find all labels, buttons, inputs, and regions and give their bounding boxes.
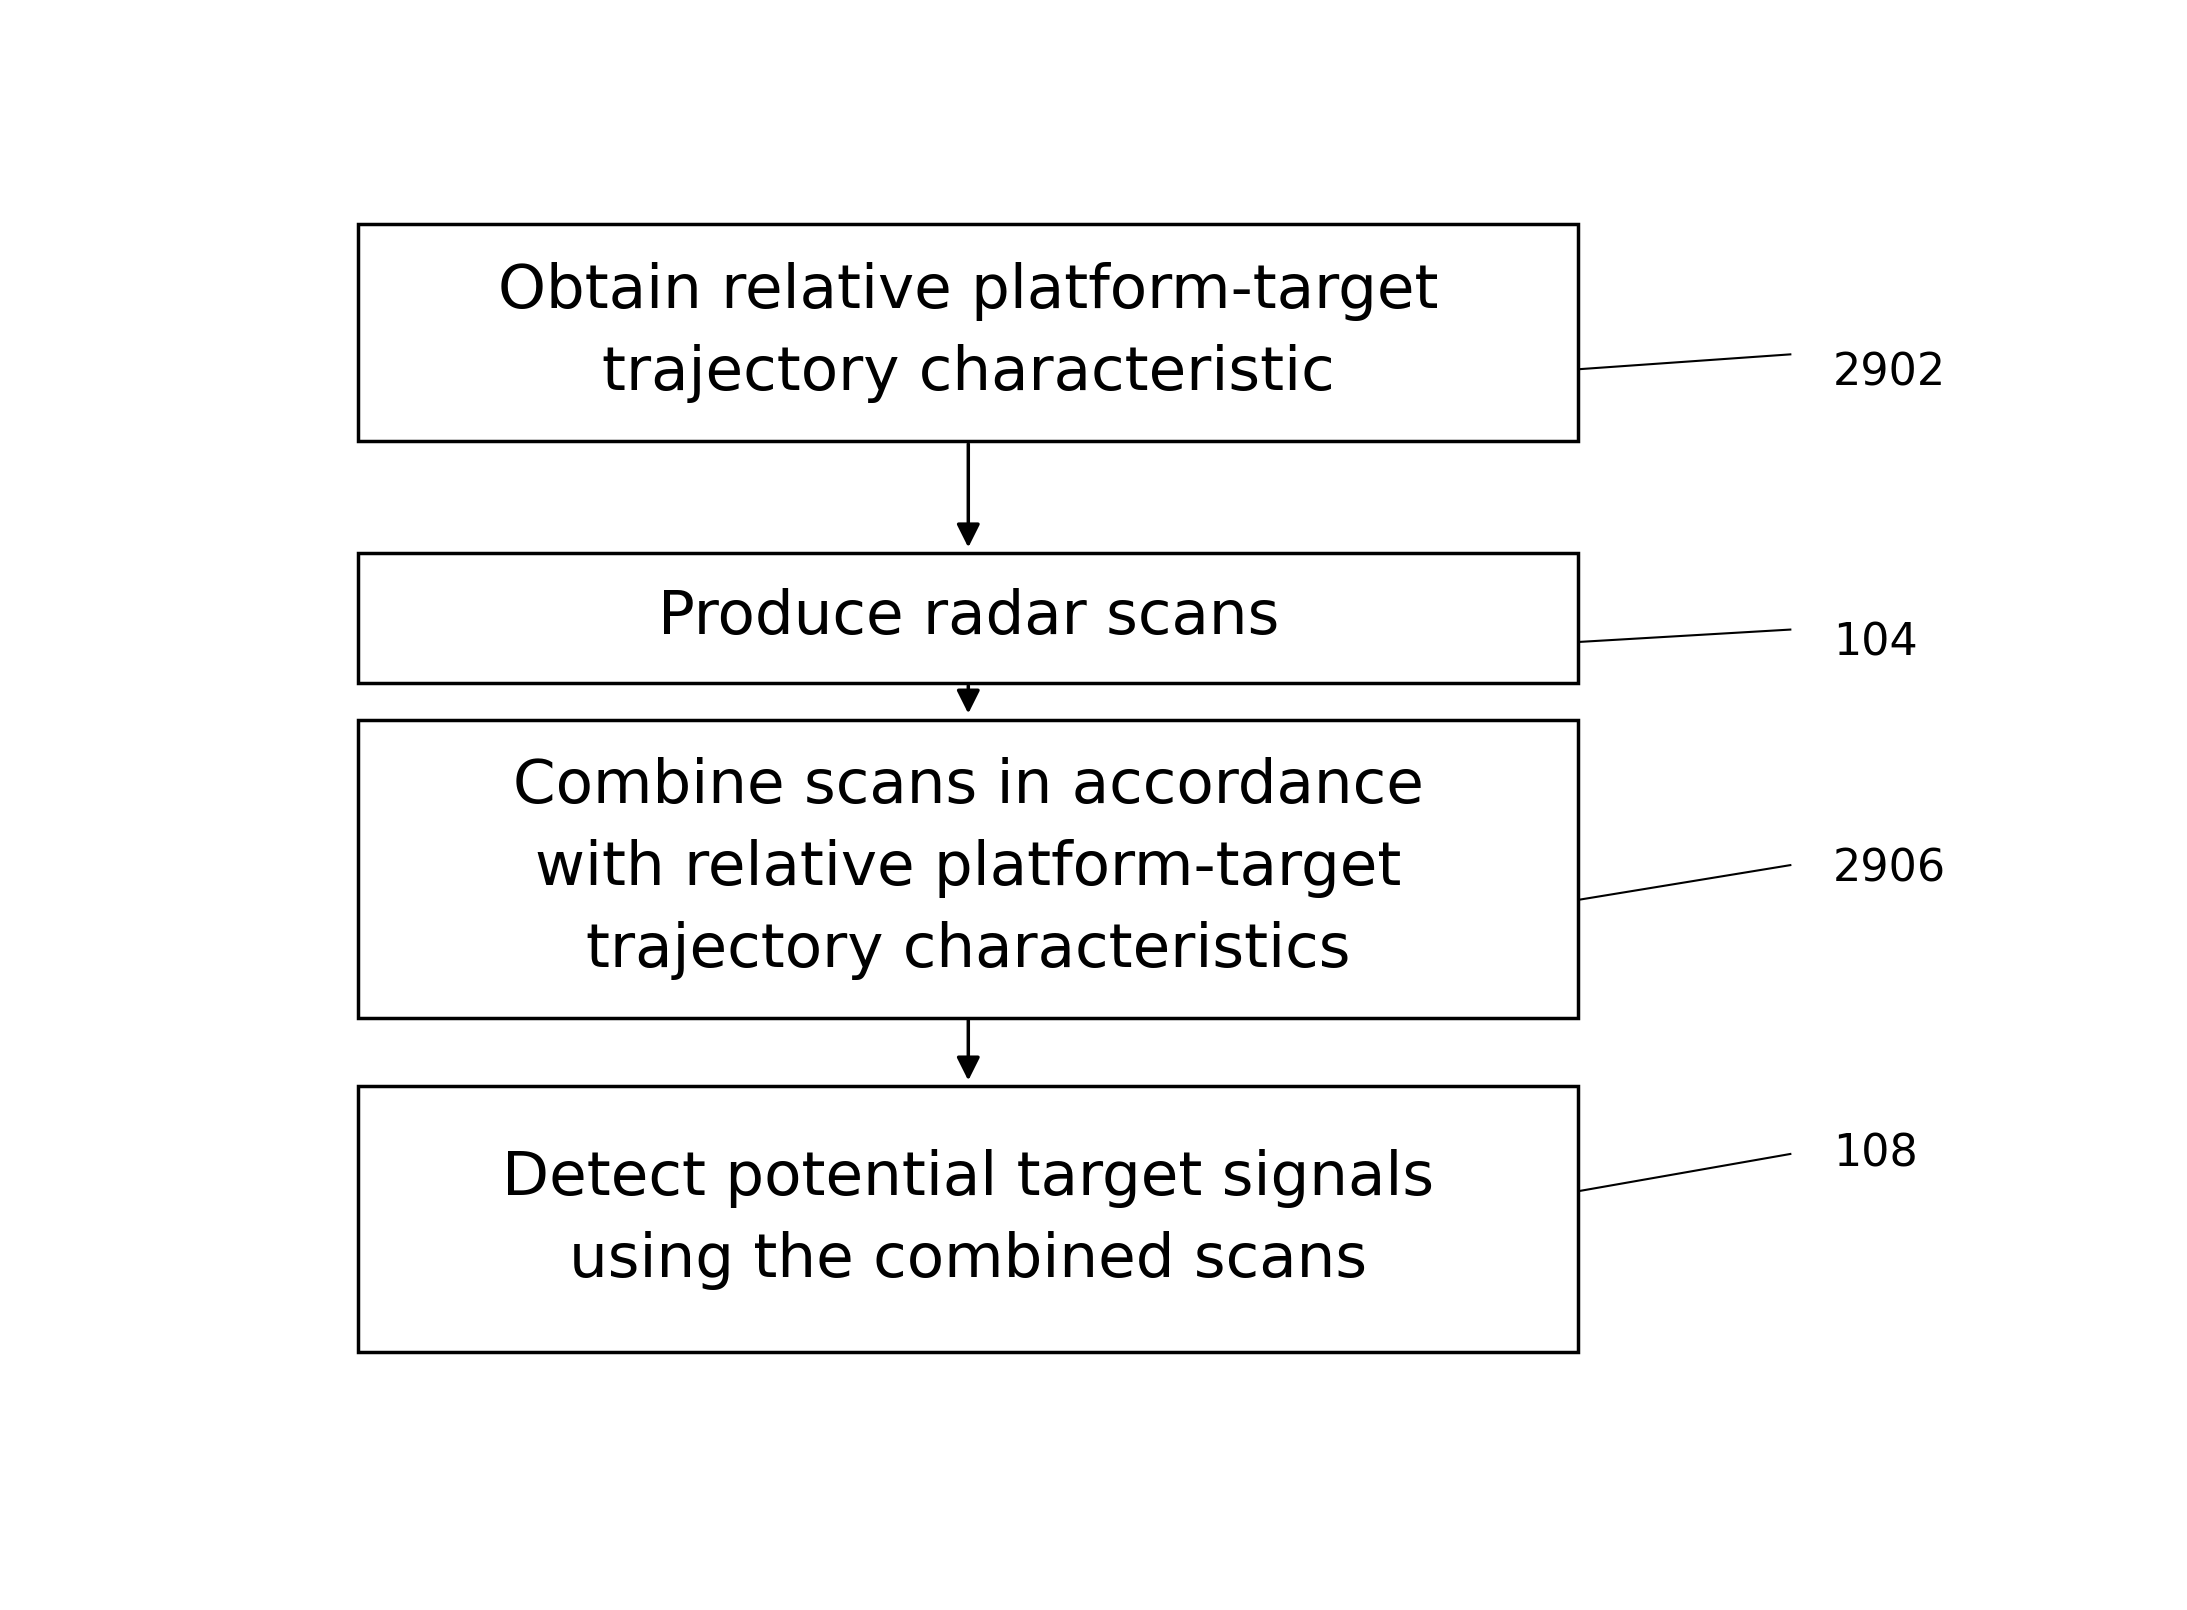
Bar [359,720,1579,1018]
Text: Detect potential target signals
using the combined scans: Detect potential target signals using th… [503,1148,1435,1290]
Bar [359,1085,1579,1352]
Text: 2906: 2906 [1833,847,1946,890]
Text: 104: 104 [1833,621,1918,665]
Text: Combine scans in accordance
with relative platform-target
trajectory characteris: Combine scans in accordance with relativ… [514,757,1424,980]
Text: Produce radar scans: Produce radar scans [658,588,1279,647]
Bar [359,224,1579,441]
Text: 2902: 2902 [1833,351,1946,394]
Text: 108: 108 [1833,1132,1918,1175]
Bar [359,552,1579,683]
Text: Obtain relative platform-target
trajectory characteristic: Obtain relative platform-target trajecto… [499,262,1439,402]
